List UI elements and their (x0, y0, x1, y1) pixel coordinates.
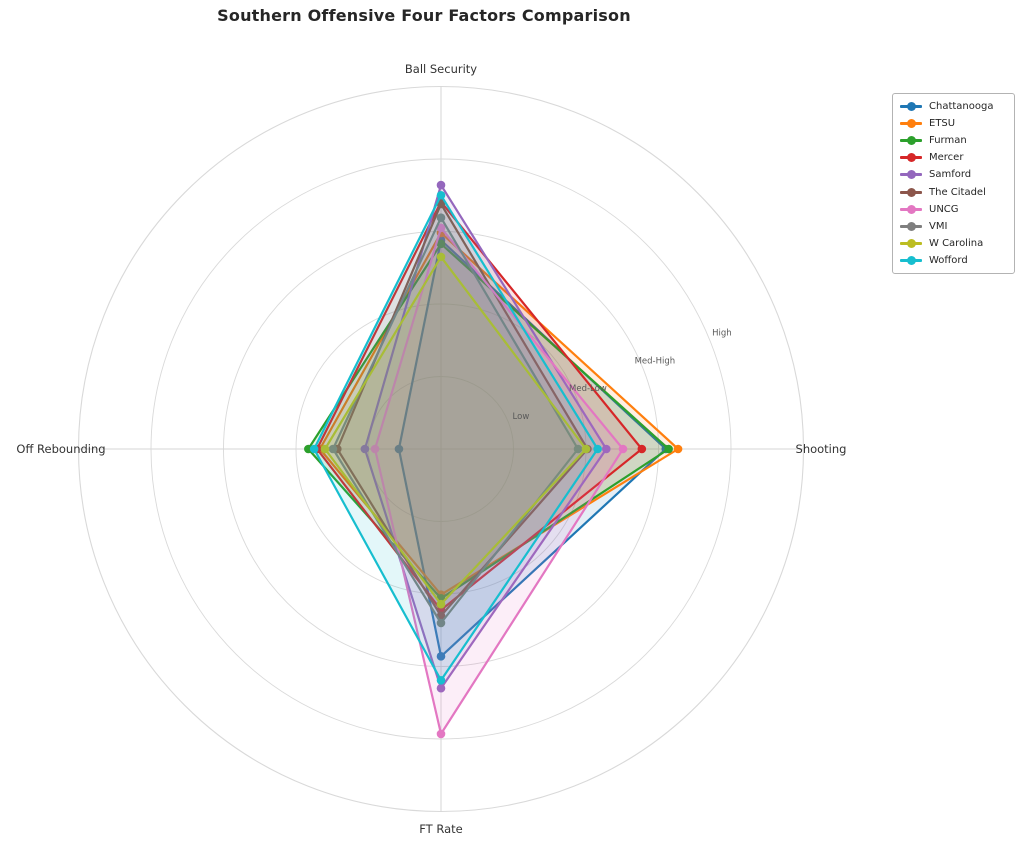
legend-marker (900, 238, 922, 248)
legend-label: W Carolina (929, 237, 984, 249)
legend-label: UNCG (929, 203, 959, 215)
legend-label: ETSU (929, 118, 956, 130)
data-point-Samford (436, 180, 446, 190)
legend-dot-icon (906, 255, 916, 265)
data-point-UNCG (436, 223, 446, 233)
legend-marker (900, 255, 922, 265)
data-point-UNCG (370, 444, 380, 454)
legend-dot-icon (906, 153, 916, 163)
legend-dot-icon (906, 187, 916, 197)
data-point-Mercer (637, 444, 647, 454)
data-point-VMI (436, 618, 446, 628)
data-point-W Carolina (320, 444, 330, 454)
data-point-Furman (664, 444, 673, 454)
series-fill-Wofford (314, 195, 598, 681)
legend-dot-icon (906, 170, 916, 180)
legend: Chattanooga ETSU Furman Mercer Samford The Ci… (892, 93, 1015, 274)
legend-label: Chattanooga (929, 101, 994, 113)
legend-marker (900, 153, 922, 163)
series-fill-ETSU (319, 232, 679, 595)
legend-marker (900, 221, 922, 231)
radial-tick-label: Med-Low (569, 384, 607, 394)
legend-dot-icon (906, 136, 916, 146)
legend-label: Mercer (929, 152, 964, 164)
legend-item: The Citadel (900, 183, 1008, 200)
legend-item: Mercer (900, 149, 1008, 166)
legend-marker (900, 136, 922, 146)
data-point-Wofford (436, 190, 446, 200)
series-fill-UNCG (375, 227, 623, 734)
legend-item: ETSU (900, 115, 1008, 132)
legend-dot-icon (906, 102, 916, 112)
data-point-Chattanooga (436, 652, 446, 661)
legend-marker (900, 187, 922, 197)
data-point-VMI (436, 213, 446, 223)
legend-item: Chattanooga (900, 98, 1008, 115)
legend-marker (900, 170, 922, 180)
legend-dot-icon (906, 238, 916, 248)
data-point-Wofford (309, 444, 319, 454)
legend-label: Samford (929, 169, 972, 181)
radial-tick-label: High (712, 329, 732, 339)
data-point-W Carolina (436, 252, 446, 262)
data-point-Chattanooga (394, 444, 404, 454)
data-point-VMI (328, 444, 338, 454)
data-point-W Carolina (581, 444, 591, 454)
legend-label: Furman (929, 135, 967, 147)
legend-item: Furman (900, 132, 1008, 149)
data-point-Wofford (436, 675, 446, 685)
data-point-Furman (436, 239, 446, 249)
legend-item: W Carolina (900, 235, 1008, 252)
legend-marker (900, 102, 922, 112)
legend-label: Wofford (929, 254, 968, 266)
radial-tick-label: Low (513, 412, 530, 422)
axis-label: FT Rate (419, 822, 462, 836)
legend-label: The Citadel (929, 186, 986, 198)
data-point-W Carolina (436, 599, 446, 609)
data-point-ETSU (673, 444, 683, 454)
legend-marker (900, 119, 922, 129)
legend-marker (900, 204, 922, 214)
series-fill-Samford (364, 185, 607, 689)
data-point-UNCG (436, 729, 446, 739)
legend-item: VMI (900, 218, 1008, 235)
data-point-Wofford (593, 444, 602, 454)
legend-item: Wofford (900, 252, 1008, 269)
data-point-Samford (360, 444, 370, 454)
axis-label: Shooting (796, 442, 847, 456)
axis-label: Ball Security (405, 62, 477, 76)
axis-label: Off Rebounding (16, 442, 105, 456)
legend-dot-icon (906, 221, 916, 231)
legend-dot-icon (906, 119, 916, 129)
data-point-Samford (602, 444, 611, 454)
data-point-Samford (436, 683, 446, 693)
legend-label: VMI (929, 220, 948, 232)
data-point-UNCG (618, 444, 628, 454)
chart-title: Southern Offensive Four Factors Comparis… (217, 6, 631, 25)
legend-dot-icon (906, 204, 916, 214)
data-point-VMI (573, 444, 583, 454)
legend-item: UNCG (900, 201, 1008, 218)
radial-tick-label: Med-High (635, 356, 676, 366)
series-fill-Chattanooga (398, 240, 666, 657)
legend-item: Samford (900, 166, 1008, 183)
